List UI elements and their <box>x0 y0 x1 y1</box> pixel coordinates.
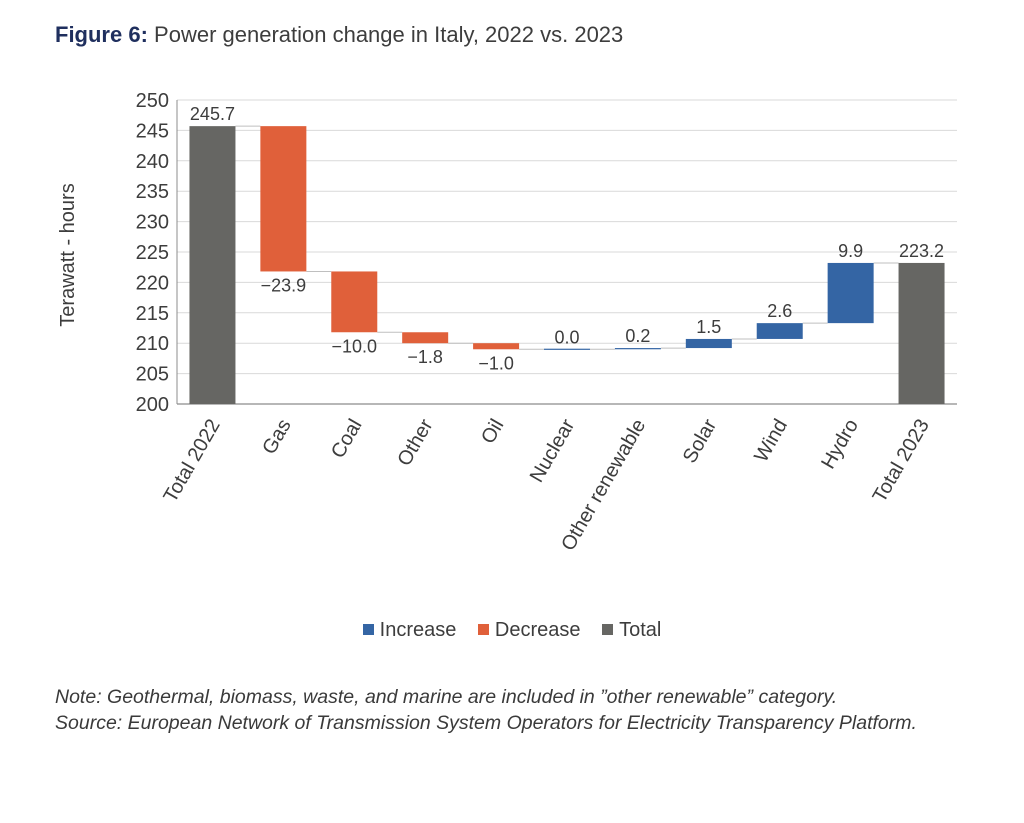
data-label: −23.9 <box>261 275 307 295</box>
data-labels: 245.7 −23.9 −10.0 −1.8 −1.0 0.0 0.2 1.5 2.6 9.9 22… <box>190 104 944 373</box>
legend-label-decrease: Decrease <box>494 619 581 641</box>
legend-item-total: Total <box>602 619 661 642</box>
category-label: Total 2022 <box>160 416 225 507</box>
note-text: Note: Geothermal, biomass, waste, and ma… <box>55 686 838 708</box>
y-tick-label: 235 <box>136 181 169 203</box>
y-tick-label: 200 <box>136 394 169 416</box>
category-label: Coal <box>327 416 367 463</box>
y-tick-label: 230 <box>136 212 169 234</box>
y-tick-label: 240 <box>136 151 169 173</box>
figure-title-text: Power generation change in Italy, 2022 v… <box>154 22 624 47</box>
y-tick-label: 220 <box>136 272 169 294</box>
data-label: 9.9 <box>838 241 863 261</box>
legend-item-increase: Increase <box>362 619 457 642</box>
legend-item-decrease: Decrease <box>477 619 581 642</box>
connector-lines <box>235 125 899 350</box>
figure-title: Figure 6: Power generation change in Ita… <box>55 22 623 48</box>
category-label: Gas <box>258 416 295 459</box>
category-label: Wind <box>750 416 792 466</box>
bar-oil <box>473 343 520 350</box>
bar-wind <box>756 323 803 339</box>
bar-nuclear <box>544 348 590 350</box>
legend-label-increase: Increase <box>379 619 457 641</box>
data-label: 0.2 <box>625 326 650 346</box>
category-label: Total 2023 <box>869 416 934 507</box>
category-label: Other <box>393 415 437 470</box>
category-label: Hydro <box>817 416 863 473</box>
data-label: 0.0 <box>554 327 579 347</box>
waterfall-chart: 200 205 210 215 220 225 230 235 240 245 250 245.7 −… <box>57 90 957 555</box>
category-label: Solar <box>679 415 722 467</box>
figure-label: Figure 6: <box>55 22 148 47</box>
bar-total-2022 <box>189 126 236 405</box>
data-label: 223.2 <box>899 241 944 261</box>
source-text: Source: European Network of Transmission… <box>55 712 917 734</box>
bar-coal <box>331 271 378 333</box>
figure-notes: Note: Geothermal, biomass, waste, and ma… <box>55 684 975 736</box>
y-tick-label: 225 <box>136 242 169 264</box>
bars <box>189 126 945 405</box>
category-label: Oil <box>477 416 508 448</box>
bar-other <box>402 332 449 344</box>
category-label: Nuclear <box>526 415 580 486</box>
data-label: −1.8 <box>407 347 443 367</box>
y-tick-label: 205 <box>136 364 169 386</box>
legend-swatch-increase <box>362 624 374 635</box>
data-label: 1.5 <box>696 317 721 337</box>
bar-other-renewable <box>614 348 661 350</box>
legend-swatch-decrease <box>477 624 489 635</box>
chart-legend: Increase Decrease Total <box>0 619 1024 642</box>
y-tick-label: 250 <box>136 90 169 112</box>
data-label: 2.6 <box>767 301 792 321</box>
bar-total-2023 <box>898 262 945 404</box>
grid-lines <box>177 99 957 375</box>
data-label: 245.7 <box>190 104 235 124</box>
legend-label-total: Total <box>619 619 662 641</box>
data-label: −1.0 <box>478 353 514 373</box>
bar-solar <box>685 338 732 349</box>
y-tick-label: 245 <box>136 120 169 142</box>
bar-hydro <box>827 262 874 324</box>
legend-swatch-total <box>602 624 614 635</box>
y-tick-label: 210 <box>136 333 169 355</box>
y-axis-label: Terawatt - hours <box>57 183 79 326</box>
bar-gas <box>260 126 307 272</box>
y-tick-label: 215 <box>136 303 169 325</box>
data-label: −10.0 <box>331 336 377 356</box>
axes: 200 205 210 215 220 225 230 235 240 245 250 <box>136 90 957 416</box>
